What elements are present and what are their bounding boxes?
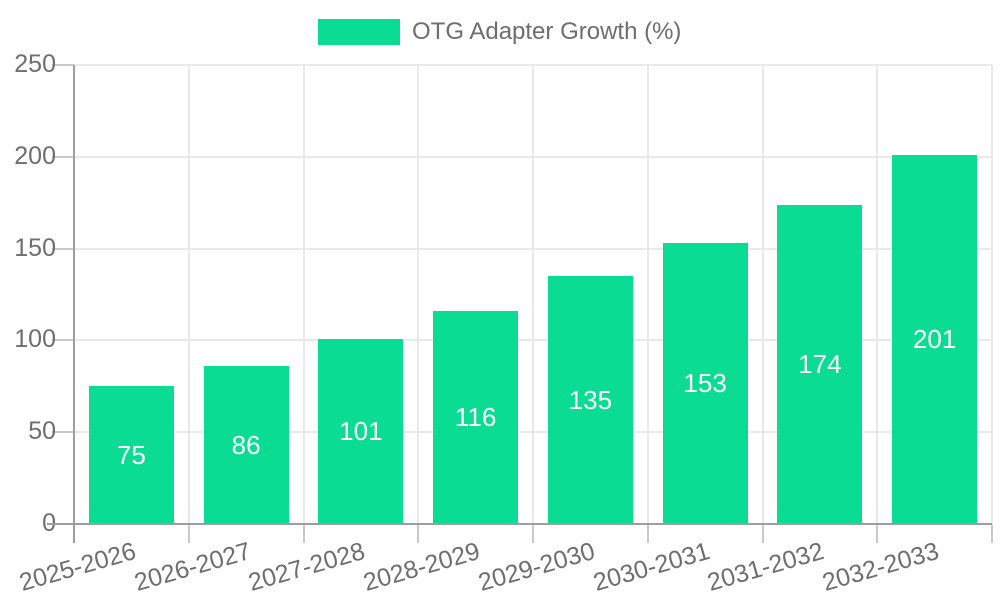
bar-value-label: 135 (568, 384, 613, 415)
bar[interactable] (88, 386, 174, 523)
bar-value-label: 75 (116, 439, 146, 470)
bar-value-label: 174 (798, 348, 842, 379)
v-gridline (876, 65, 879, 524)
x-axis-tick (991, 525, 993, 543)
bar-value-label: 86 (231, 429, 261, 460)
x-axis-tick (876, 525, 879, 543)
y-axis-tick (52, 431, 74, 434)
bar[interactable] (662, 243, 748, 523)
y-tick-label: 100 (14, 325, 56, 354)
bar[interactable] (318, 338, 404, 523)
v-gridline (761, 65, 764, 524)
x-tick-label: 2030-2031 (589, 537, 713, 597)
x-axis-tick (302, 525, 305, 543)
y-tick-label: 250 (14, 50, 56, 78)
bar-value-label: 153 (683, 368, 727, 399)
y-axis-tick (52, 64, 74, 66)
bar[interactable] (892, 154, 978, 523)
bar-value-label: 116 (454, 402, 497, 432)
bar[interactable] (203, 366, 289, 523)
bar-value-label: 101 (339, 415, 383, 446)
v-gridline (646, 65, 649, 524)
legend-swatch-icon (318, 19, 400, 45)
v-gridline (187, 65, 190, 524)
x-tick-label: 2028-2029 (360, 537, 484, 597)
x-axis-tick (187, 525, 190, 543)
bar[interactable] (433, 311, 519, 523)
x-tick-label: 2027-2028 (245, 537, 369, 597)
legend[interactable]: OTG Adapter Growth (%) (318, 19, 681, 45)
x-tick-label: 2029-2030 (475, 537, 598, 597)
y-tick-label: 50 (28, 417, 56, 446)
y-axis-tick (52, 155, 74, 158)
y-axis-tick (52, 247, 74, 250)
y-tick-label: 200 (14, 141, 56, 170)
y-axis-line (73, 65, 75, 543)
v-gridline (417, 65, 420, 524)
bar[interactable] (777, 204, 863, 523)
bar[interactable] (547, 276, 633, 523)
legend-label: OTG Adapter Growth (%) (412, 18, 682, 45)
x-tick-label: 2032-2033 (819, 537, 943, 597)
x-tick-label: 2026-2027 (130, 537, 254, 597)
y-axis-tick (52, 339, 74, 342)
v-gridline (991, 65, 993, 524)
x-axis-tick (646, 525, 649, 543)
v-gridline (302, 65, 305, 524)
x-axis-tick (761, 525, 764, 543)
x-axis-line (47, 523, 992, 525)
x-tick-label: 2025-2026 (16, 537, 139, 597)
x-axis-tick (417, 525, 420, 543)
y-tick-label: 150 (14, 233, 56, 262)
bar-value-label: 201 (912, 323, 957, 354)
x-tick-label: 2031-2032 (704, 537, 828, 597)
v-gridline (532, 65, 534, 524)
x-axis-tick (532, 525, 534, 543)
